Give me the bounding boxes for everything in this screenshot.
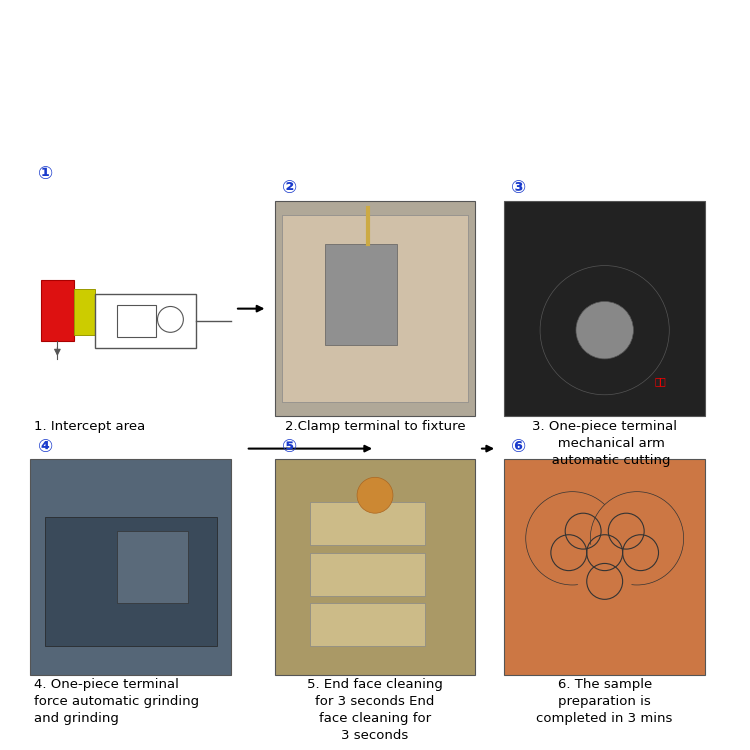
Bar	[31, 201, 232, 416]
Bar	[504, 201, 705, 416]
Bar	[31, 459, 232, 675]
Polygon shape	[550, 545, 658, 621]
Bar	[504, 459, 705, 675]
Text: 3. One-piece terminal
   mechanical arm
   automatic cutting: 3. One-piece terminal mechanical arm aut…	[532, 420, 677, 467]
Circle shape	[590, 492, 684, 585]
Bar	[310, 603, 425, 646]
Text: 2.Clamp terminal to fixture: 2.Clamp terminal to fixture	[285, 420, 465, 433]
Text: 5. End face cleaning
for 3 seconds End
face cleaning for
3 seconds: 5. End face cleaning for 3 seconds End f…	[307, 678, 443, 742]
Text: 正确: 正确	[655, 376, 667, 386]
Bar	[116, 531, 188, 603]
Bar	[74, 289, 95, 335]
Bar	[45, 517, 217, 646]
Bar	[274, 459, 476, 675]
Bar	[325, 244, 397, 344]
Text: ⑥: ⑥	[512, 438, 526, 456]
Circle shape	[576, 302, 634, 359]
Bar	[310, 503, 425, 545]
Circle shape	[540, 266, 669, 394]
Bar	[95, 294, 196, 348]
Bar	[310, 553, 425, 596]
Text: 6. The sample
preparation is
completed in 3 mins: 6. The sample preparation is completed i…	[536, 678, 673, 725]
Bar	[116, 305, 156, 338]
Circle shape	[357, 477, 393, 513]
Text: ③: ③	[512, 179, 526, 197]
Bar	[41, 280, 74, 341]
Circle shape	[526, 492, 619, 585]
Bar	[274, 201, 476, 416]
Text: ②: ②	[282, 179, 297, 197]
Text: ④: ④	[38, 438, 53, 456]
Text: ⑤: ⑤	[282, 438, 297, 456]
Bar	[282, 215, 468, 402]
Text: ①: ①	[38, 165, 53, 183]
Text: 1. Intercept area: 1. Intercept area	[34, 420, 146, 433]
Text: 4. One-piece terminal
force automatic grinding
and grinding: 4. One-piece terminal force automatic gr…	[34, 678, 200, 725]
